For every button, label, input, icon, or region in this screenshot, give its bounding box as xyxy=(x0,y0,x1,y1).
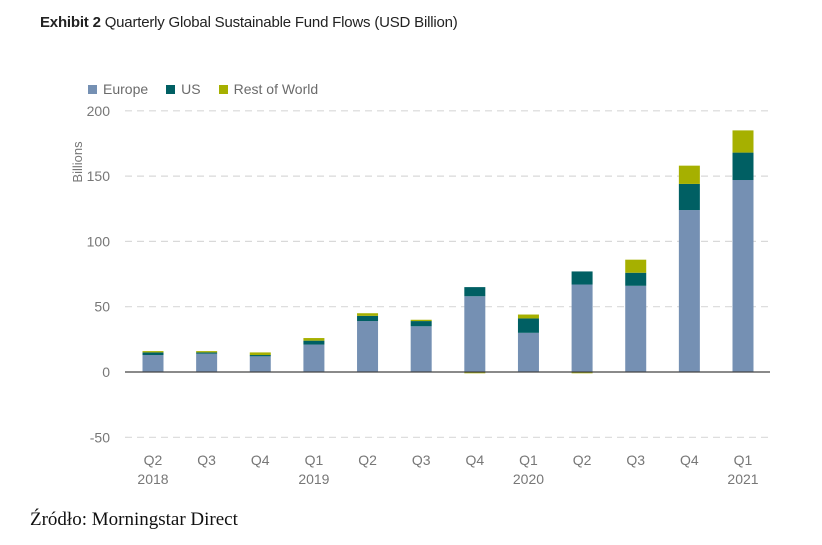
bar-segment-europe xyxy=(196,353,218,372)
x-tick-label-year: 2020 xyxy=(513,471,544,487)
bar-segment-europe xyxy=(142,355,164,372)
x-tick-label-quarter: Q4 xyxy=(680,452,699,468)
bar-segment-us xyxy=(196,352,218,354)
legend-item-us: US xyxy=(166,81,201,97)
bar-segment-rest-of-world xyxy=(517,314,539,319)
bar-segment-europe xyxy=(464,296,486,372)
x-tick-label-quarter: Q2 xyxy=(573,452,592,468)
y-tick-label: 0 xyxy=(102,364,110,380)
bar-segment-us xyxy=(142,352,164,356)
legend-swatch-us xyxy=(166,84,176,94)
legend-item-rest-of-world: Rest of World xyxy=(218,81,319,97)
legend-label-rest-of-world: Rest of World xyxy=(233,81,319,97)
bar-segment-europe xyxy=(303,344,325,372)
x-tick-label-quarter: Q3 xyxy=(197,452,216,468)
x-tick-label-quarter: Q3 xyxy=(626,452,645,468)
legend-swatch-europe xyxy=(88,84,97,94)
x-tick-labels: Q2 2018 Q3 Q4 Q1 2019 Q2 Q3 Q4 Q1 2020 Q2 Q3 Q4 Q1 2021 xyxy=(137,452,758,487)
legend-label-europe: Europe xyxy=(103,81,149,97)
bar-segment-us xyxy=(678,183,700,211)
bar-segment-rest-of-world xyxy=(571,372,593,374)
x-tick-label-quarter: Q1 xyxy=(305,452,324,468)
chart-title: Exhibit 2 Quarterly Global Sustainable F… xyxy=(40,14,458,31)
bar-segment-rest-of-world xyxy=(142,351,164,353)
bars xyxy=(142,130,754,374)
bar-segment-europe xyxy=(678,210,700,372)
bar-segment-rest-of-world xyxy=(249,352,271,356)
y-tick-label: 200 xyxy=(87,103,111,119)
bar-segment-us xyxy=(303,340,325,345)
bar-segment-rest-of-world xyxy=(625,259,647,273)
bar-segment-rest-of-world xyxy=(464,372,486,374)
bar-segment-europe xyxy=(517,332,539,372)
x-tick-label-quarter: Q2 xyxy=(358,452,377,468)
bar-segment-us xyxy=(571,271,593,285)
bar-segment-us xyxy=(517,318,539,333)
x-tick-label-quarter: Q1 xyxy=(734,452,753,468)
x-tick-label-quarter: Q2 xyxy=(144,452,163,468)
y-tick-label: -50 xyxy=(90,429,110,445)
y-tick-labels: -50 0 50 100 150 200 xyxy=(87,103,111,445)
x-tick-label-year: 2018 xyxy=(137,471,168,487)
legend-item-europe: Europe xyxy=(88,81,148,97)
bar-segment-europe xyxy=(732,180,754,372)
x-tick-label-quarter: Q1 xyxy=(519,452,538,468)
chart-title-exhibit: Exhibit 2 xyxy=(40,14,101,31)
bar-segment-rest-of-world xyxy=(678,165,700,184)
bar-segment-us xyxy=(732,152,754,181)
x-tick-label-year: 2019 xyxy=(298,471,329,487)
y-tick-label: 100 xyxy=(87,233,111,249)
x-tick-label-quarter: Q3 xyxy=(412,452,431,468)
bar-segment-europe xyxy=(625,285,647,372)
gridlines xyxy=(125,110,770,438)
bar-segment-us xyxy=(249,355,271,357)
bar-segment-us xyxy=(464,287,486,297)
legend-label-us: US xyxy=(181,81,201,97)
legend-swatch-rest-of-world xyxy=(218,84,228,94)
legend: Europe US Rest of World xyxy=(88,81,318,97)
bar-segment-rest-of-world xyxy=(732,130,754,153)
source-note: Źródło: Morningstar Direct xyxy=(30,509,238,530)
bar-segment-rest-of-world xyxy=(410,319,432,322)
bar-segment-europe xyxy=(249,356,271,372)
bar-segment-us xyxy=(625,272,647,286)
bar-segment-rest-of-world xyxy=(196,351,218,353)
chart-plot: -50 0 50 100 150 200 Billions Q2 2018 Q3 Q4 Q1 201… xyxy=(70,103,770,487)
bar-segment-europe xyxy=(571,284,593,372)
bar-segment-europe xyxy=(410,326,432,372)
bar-segment-us xyxy=(410,321,432,327)
x-tick-label-quarter: Q4 xyxy=(251,452,270,468)
x-tick-label-year: 2021 xyxy=(727,471,758,487)
y-tick-label: 150 xyxy=(87,168,111,184)
y-axis-label: Billions xyxy=(70,141,85,183)
bar-segment-europe xyxy=(357,321,379,372)
y-tick-label: 50 xyxy=(94,299,110,315)
chart-title-text: Quarterly Global Sustainable Fund Flows … xyxy=(104,14,458,31)
x-tick-label-quarter: Q4 xyxy=(465,452,484,468)
bar-segment-rest-of-world xyxy=(357,313,379,316)
bar-segment-us xyxy=(357,315,379,322)
bar-segment-rest-of-world xyxy=(303,338,325,341)
